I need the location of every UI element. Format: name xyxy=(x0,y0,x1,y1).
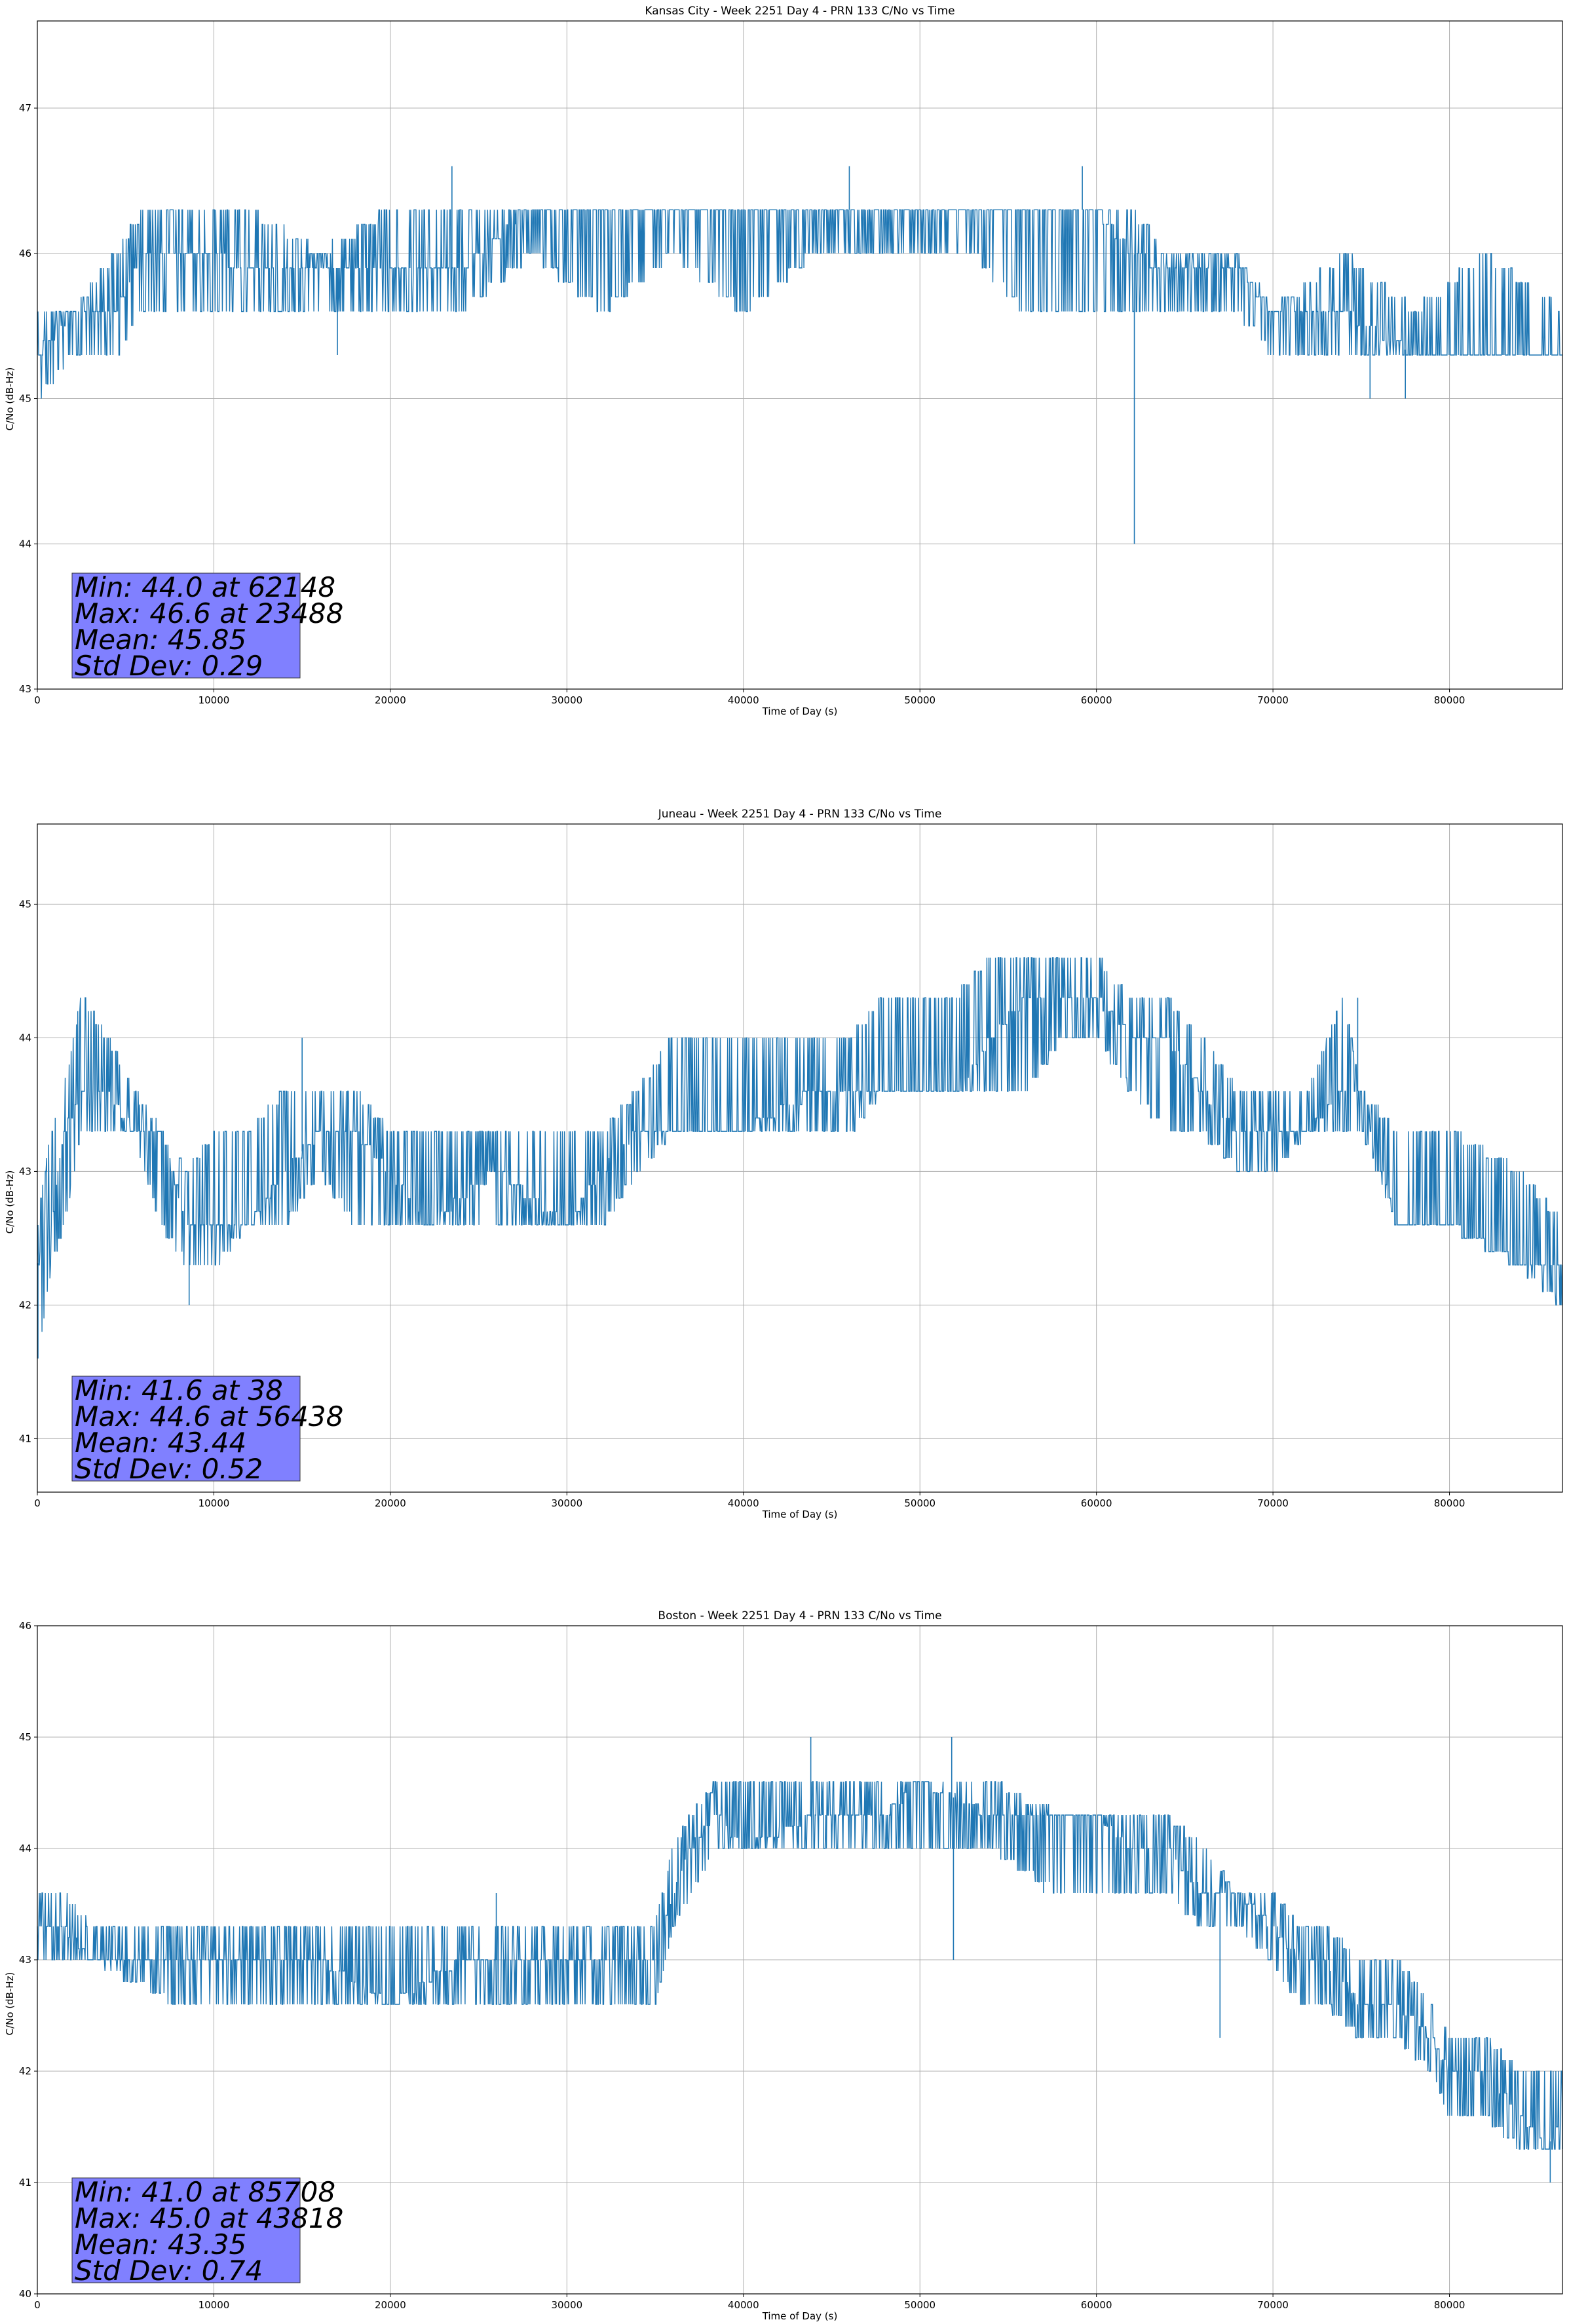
y-tick-label: 44 xyxy=(19,1032,31,1043)
x-axis-label: Time of Day (s) xyxy=(762,2310,838,2322)
y-tick-label: 40 xyxy=(19,2288,31,2300)
y-tick-label: 46 xyxy=(19,248,31,259)
chart-title: Boston - Week 2251 Day 4 - PRN 133 C/No … xyxy=(658,1609,941,1622)
x-tick-label: 50000 xyxy=(904,2299,936,2311)
y-tick-label: 45 xyxy=(19,393,31,405)
x-tick-label: 80000 xyxy=(1434,694,1465,706)
x-tick-label: 20000 xyxy=(375,1497,406,1509)
juneau-chart: Juneau - Week 2251 Day 4 - PRN 133 C/No … xyxy=(4,808,1563,1520)
x-tick-label: 40000 xyxy=(728,2299,759,2311)
stats-line: Min: 41.0 at 85708 xyxy=(75,2176,335,2208)
y-tick-label: 44 xyxy=(19,538,31,550)
x-tick-label: 60000 xyxy=(1081,2299,1112,2311)
y-tick-label: 41 xyxy=(19,1433,31,1444)
stats-line: Std Dev: 0.74 xyxy=(75,2255,263,2287)
stats-box xyxy=(71,2177,301,2283)
x-tick-label: 50000 xyxy=(904,694,936,706)
axes-frame xyxy=(37,20,1563,690)
kansas-city-chart: Kansas City - Week 2251 Day 4 - PRN 133 … xyxy=(4,5,1563,717)
stats-line: Min: 41.6 at 38 xyxy=(75,1374,283,1406)
x-tick-label: 70000 xyxy=(1257,2299,1289,2311)
y-tick-label: 45 xyxy=(19,1731,31,1743)
x-tick-label: 40000 xyxy=(728,694,759,706)
y-tick-label: 42 xyxy=(19,1299,31,1311)
x-tick-label: 70000 xyxy=(1257,694,1289,706)
stats-line: Min: 44.0 at 62148 xyxy=(75,571,335,603)
cno-series-line xyxy=(37,957,1563,1332)
x-tick-label: 30000 xyxy=(551,1497,582,1509)
stats-line: Std Dev: 0.52 xyxy=(75,1453,263,1485)
stats-box xyxy=(71,1376,301,1482)
x-tick-label: 80000 xyxy=(1434,1497,1465,1509)
x-tick-label: 0 xyxy=(34,1497,41,1509)
axes-frame xyxy=(37,823,1563,1493)
x-tick-label: 40000 xyxy=(728,1497,759,1509)
x-tick-label: 0 xyxy=(34,694,41,706)
x-tick-label: 0 xyxy=(34,2299,41,2311)
x-tick-label: 10000 xyxy=(198,2299,230,2311)
chart-title: Kansas City - Week 2251 Day 4 - PRN 133 … xyxy=(645,5,955,18)
stats-line: Mean: 43.35 xyxy=(75,2228,246,2260)
y-tick-label: 47 xyxy=(19,102,31,114)
chart-title: Juneau - Week 2251 Day 4 - PRN 133 C/No … xyxy=(658,808,942,821)
y-tick-label: 41 xyxy=(19,2177,31,2188)
x-tick-label: 20000 xyxy=(375,694,406,706)
boston-chart: Boston - Week 2251 Day 4 - PRN 133 C/No … xyxy=(4,1609,1563,2322)
stats-line: Std Dev: 0.29 xyxy=(75,650,263,682)
stats-line: Max: 44.6 at 56438 xyxy=(75,1400,343,1433)
x-tick-label: 30000 xyxy=(551,2299,582,2311)
x-tick-label: 20000 xyxy=(375,2299,406,2311)
stats-line: Max: 45.0 at 43818 xyxy=(75,2202,343,2234)
stats-box xyxy=(71,572,301,679)
y-tick-label: 42 xyxy=(19,2065,31,2077)
x-tick-label: 10000 xyxy=(198,1497,230,1509)
stats-line: Mean: 43.44 xyxy=(75,1427,246,1459)
x-tick-label: 10000 xyxy=(198,694,230,706)
cno-series-line xyxy=(37,209,1562,399)
x-axis-label: Time of Day (s) xyxy=(762,705,838,717)
y-axis-label: C/No (dB-Hz) xyxy=(4,1171,16,1234)
x-tick-label: 80000 xyxy=(1434,2299,1465,2311)
y-tick-label: 43 xyxy=(19,683,31,695)
x-tick-label: 30000 xyxy=(551,694,582,706)
x-tick-label: 50000 xyxy=(904,1497,936,1509)
y-tick-label: 43 xyxy=(19,1954,31,1966)
y-tick-label: 45 xyxy=(19,898,31,910)
stats-line: Mean: 45.85 xyxy=(75,624,246,656)
cno-series-line xyxy=(37,1781,1563,2150)
x-axis-label: Time of Day (s) xyxy=(762,1509,838,1520)
stats-line: Max: 46.6 at 23488 xyxy=(75,597,343,629)
x-tick-label: 60000 xyxy=(1081,694,1112,706)
y-tick-label: 43 xyxy=(19,1165,31,1177)
y-axis-label: C/No (dB-Hz) xyxy=(4,1972,16,2036)
y-tick-label: 46 xyxy=(19,1620,31,1632)
x-tick-label: 60000 xyxy=(1081,1497,1112,1509)
y-tick-label: 44 xyxy=(19,1843,31,1854)
y-axis-label: C/No (dB-Hz) xyxy=(4,367,16,431)
x-tick-label: 70000 xyxy=(1257,1497,1289,1509)
